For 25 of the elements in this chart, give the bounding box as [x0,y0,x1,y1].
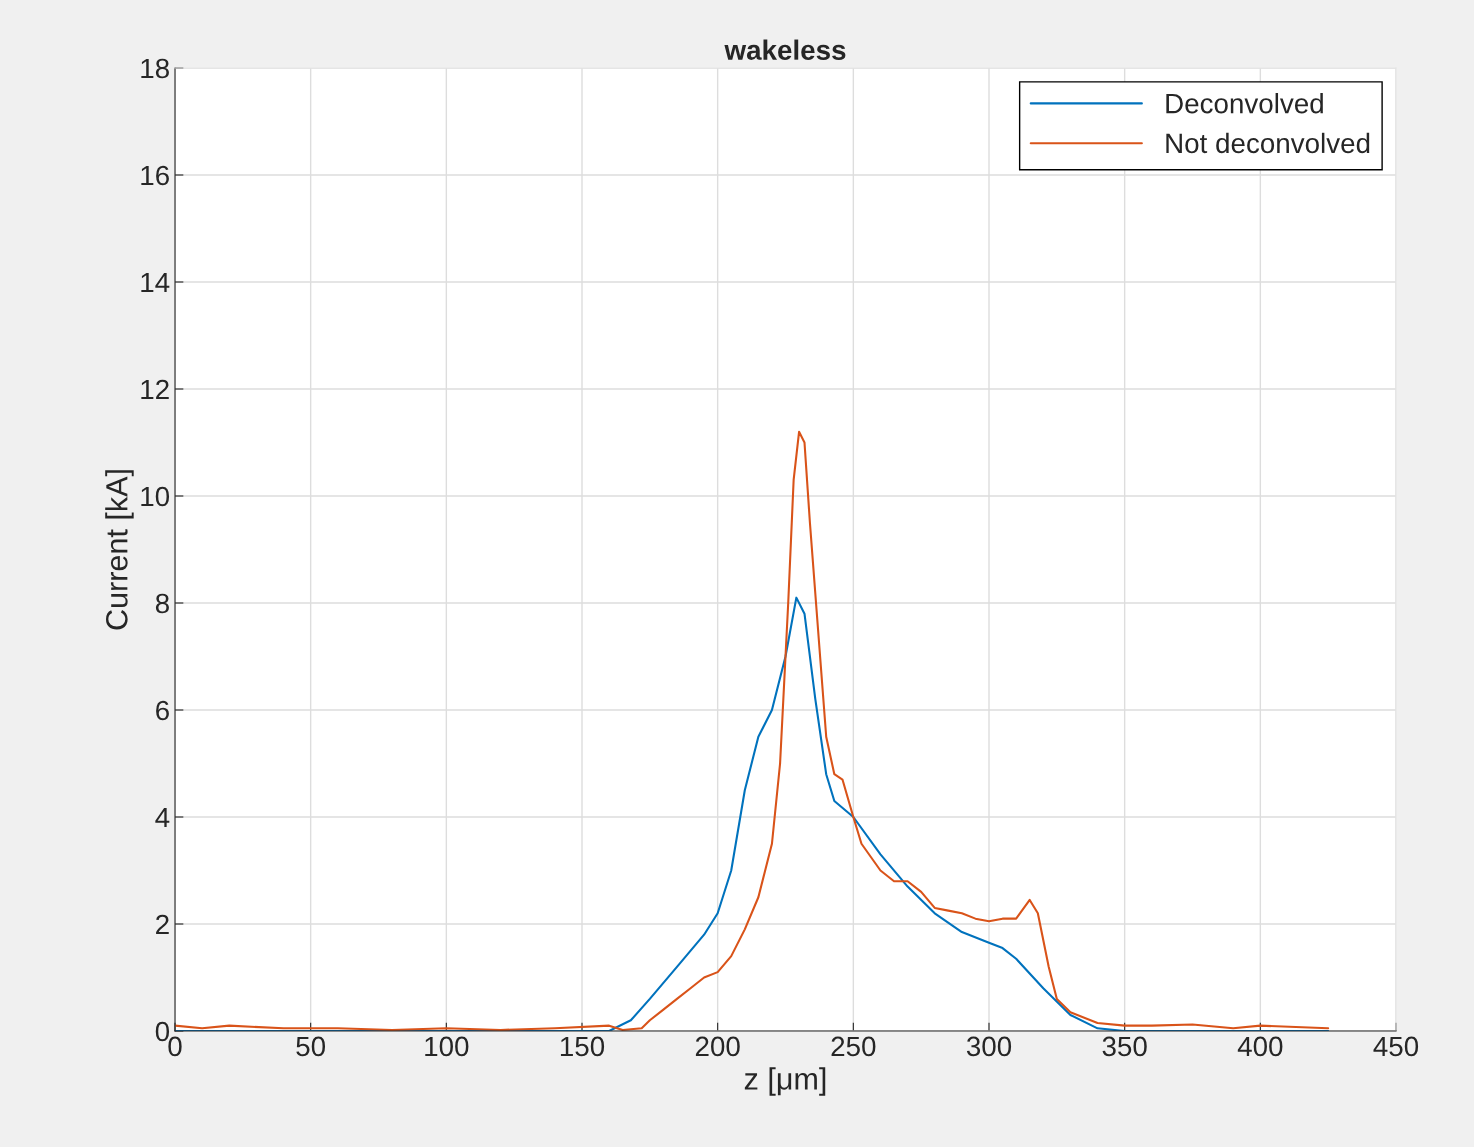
x-tick-label: 250 [831,1036,876,1057]
x-tick-label: 50 [296,1036,326,1057]
y-tick-label: 4 [155,807,170,828]
y-tick-label: 6 [156,700,169,721]
y-tick-label: 18 [141,58,169,79]
x-tick-label: 450 [1373,1036,1419,1057]
x-tick-label: 100 [425,1036,469,1057]
y-tick-label: 16 [141,165,169,186]
y-axis-title: Current [kA] [105,470,134,630]
legend-label: Deconvolved [1166,93,1323,114]
y-tick-label: 2 [156,914,169,935]
x-tick-label: 350 [1102,1036,1147,1057]
x-axis-title: z [μm] [744,1067,826,1096]
x-tick-label: 400 [1237,1036,1283,1057]
chart-title: wakeless [724,39,846,60]
line-series [175,430,1330,1031]
y-tick-label: 0 [155,1021,170,1042]
x-tick-label: 200 [695,1036,740,1057]
y-tick-label: 12 [141,379,169,400]
y-tick-label: 10 [141,486,170,507]
x-tick-label: 150 [560,1036,605,1057]
y-tick-label: 8 [155,593,169,614]
x-tick-label: 300 [966,1036,1012,1057]
y-tick-label: 14 [141,272,170,293]
legend-label: Not deconvolved [1166,132,1370,154]
